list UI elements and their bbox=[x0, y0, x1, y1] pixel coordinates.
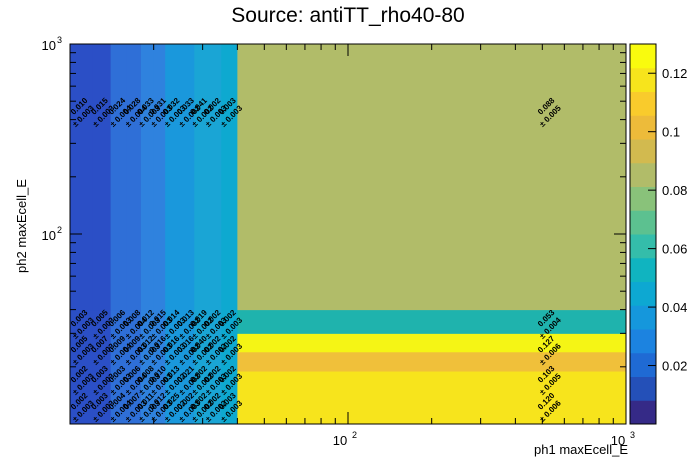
heatmap-cell bbox=[153, 371, 166, 425]
colorbar-tick-label: 0.08 bbox=[662, 183, 687, 198]
heatmap-cell bbox=[110, 333, 128, 353]
colorbar-segment bbox=[630, 115, 656, 140]
heatmap-cell bbox=[165, 333, 182, 353]
heatmap-cell bbox=[153, 44, 166, 311]
heatmap-cell bbox=[206, 351, 222, 372]
heatmap-cell bbox=[110, 351, 128, 372]
colorbar-tick-label: 0.04 bbox=[662, 300, 687, 315]
heatmap-cell bbox=[92, 333, 112, 353]
heatmap-cell bbox=[126, 351, 142, 372]
heatmap-cell bbox=[110, 309, 128, 334]
heatmap-cell bbox=[92, 309, 112, 334]
heatmap-cell bbox=[70, 371, 93, 425]
heatmap-cell bbox=[221, 371, 238, 425]
colorbar-tick-label: 0.06 bbox=[662, 242, 687, 257]
heatmap-cell bbox=[70, 309, 93, 334]
heatmap-cell bbox=[92, 371, 112, 425]
colorbar-segment bbox=[630, 91, 656, 116]
colorbar-segment bbox=[630, 376, 656, 401]
heatmap-cell bbox=[70, 333, 93, 353]
heatmap-cell bbox=[237, 44, 627, 311]
heatmap-cell bbox=[221, 44, 238, 311]
y-tick-label: 10 bbox=[42, 228, 56, 243]
heatmap-cell bbox=[92, 44, 112, 311]
heatmap-cell bbox=[126, 333, 142, 353]
x-tick-label-exp: 2 bbox=[352, 430, 357, 440]
heatmap-cell bbox=[180, 371, 195, 425]
heatmap-cell bbox=[140, 309, 155, 334]
colorbar-segment bbox=[630, 281, 656, 306]
heatmap-cell bbox=[180, 351, 195, 372]
colorbar-tick-label: 0.12 bbox=[662, 66, 687, 81]
heatmap-cell bbox=[165, 44, 182, 311]
heatmap-cell bbox=[237, 333, 627, 353]
colorbar-tick-label: 0.02 bbox=[662, 359, 687, 374]
heatmap-cell bbox=[180, 333, 195, 353]
colorbar-segment bbox=[630, 139, 656, 164]
heatmap-cell bbox=[194, 351, 208, 372]
heatmap-cell bbox=[110, 371, 128, 425]
heatmap-cell bbox=[126, 371, 142, 425]
heatmap-cell bbox=[140, 351, 155, 372]
chart-title: Source: antiTT_rho40-80 bbox=[231, 4, 465, 27]
x-tick-label: 10 bbox=[611, 433, 625, 448]
heatmap-cell bbox=[140, 44, 155, 311]
colorbar-segment bbox=[630, 352, 656, 377]
y-tick-label-exp: 3 bbox=[57, 35, 62, 45]
heatmap-cell bbox=[153, 309, 166, 334]
heatmap-cell bbox=[110, 44, 128, 311]
heatmap-cell bbox=[126, 309, 142, 334]
colorbar-segment bbox=[630, 44, 656, 69]
y-tick-label: 10 bbox=[42, 38, 56, 53]
colorbar-segment bbox=[630, 67, 656, 92]
heatmap-cell bbox=[206, 309, 222, 334]
heatmap-cell bbox=[221, 309, 238, 334]
heatmap-cell bbox=[153, 351, 166, 372]
heatmap-cell bbox=[165, 371, 182, 425]
colorbar-segment bbox=[630, 257, 656, 282]
heatmap-cell bbox=[206, 333, 222, 353]
x-axis-label: ph1 maxEcell_E bbox=[534, 442, 628, 457]
heatmap-cell bbox=[70, 44, 93, 311]
heatmap-cell bbox=[206, 44, 222, 311]
heatmap-cell bbox=[180, 44, 195, 311]
colorbar-tick-label: 0.1 bbox=[662, 125, 680, 140]
colorbar-segment bbox=[630, 162, 656, 187]
heatmap-cell bbox=[237, 351, 627, 372]
y-tick-label-exp: 2 bbox=[57, 225, 62, 235]
x-tick-label-exp: 3 bbox=[630, 430, 635, 440]
heatmap-cell bbox=[165, 351, 182, 372]
colorbar-segment bbox=[630, 305, 656, 330]
heatmap-cell bbox=[194, 44, 208, 311]
heatmap-cell bbox=[194, 309, 208, 334]
heatmap-cell bbox=[194, 371, 208, 425]
heatmap-cell bbox=[180, 309, 195, 334]
heatmap-cell bbox=[92, 351, 112, 372]
heatmap-cell bbox=[126, 44, 142, 311]
heatmap-cell bbox=[194, 333, 208, 353]
heatmap-cell bbox=[206, 371, 222, 425]
heatmap-cell bbox=[237, 309, 627, 334]
colorbar-segment bbox=[630, 210, 656, 235]
x-tick-label: 10 bbox=[333, 433, 347, 448]
colorbar-segment bbox=[630, 329, 656, 354]
heatmap-cell bbox=[221, 333, 238, 353]
colorbar-segment bbox=[630, 400, 656, 425]
colorbar-segment bbox=[630, 234, 656, 259]
heatmap-cell bbox=[140, 333, 155, 353]
colorbar-frame bbox=[629, 43, 657, 425]
heatmap-cell bbox=[237, 371, 627, 425]
heatmap-cell bbox=[221, 351, 238, 372]
heatmap-cell bbox=[140, 371, 155, 425]
heatmap-cell bbox=[153, 333, 166, 353]
heatmap-cell bbox=[165, 309, 182, 334]
